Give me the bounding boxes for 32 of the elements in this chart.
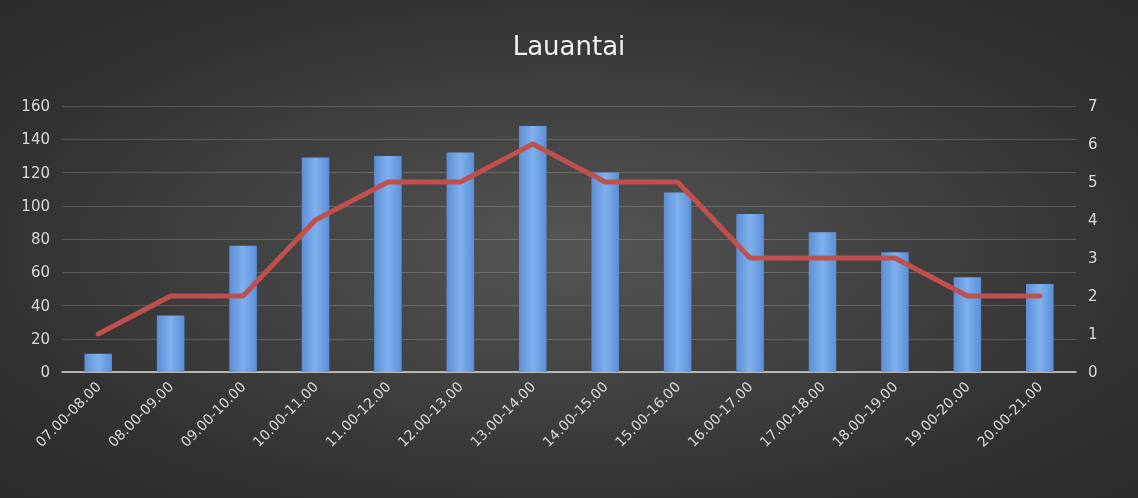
y2-tick-label: 5	[1088, 173, 1098, 191]
y-tick-label: 0	[40, 363, 50, 381]
bar	[953, 277, 982, 372]
bar	[736, 214, 764, 372]
y-tick-label: 60	[30, 263, 50, 282]
y2-tick-label: 4	[1088, 211, 1098, 229]
bar	[519, 125, 547, 372]
bar	[374, 155, 402, 372]
bar	[446, 152, 475, 372]
bar	[808, 232, 837, 372]
y2-tick-label: 7	[1088, 97, 1098, 115]
y2-tick-label: 6	[1088, 135, 1098, 153]
bar	[156, 315, 185, 372]
y-tick-label: 20	[30, 329, 50, 348]
y-tick-label: 160	[21, 97, 50, 115]
y-tick-label: 40	[30, 296, 50, 315]
y-tick-label: 100	[21, 196, 50, 215]
bar	[229, 245, 257, 372]
bar	[881, 252, 909, 372]
y2-tick-label: 3	[1088, 249, 1098, 267]
y2-tick-label: 2	[1088, 287, 1098, 305]
y-tick-label: 140	[21, 130, 50, 149]
y2-tick-label: 0	[1088, 363, 1098, 381]
y2-tick-label: 1	[1088, 325, 1098, 343]
y-tick-label: 80	[30, 230, 50, 248]
bar	[1026, 283, 1054, 372]
bar	[84, 353, 112, 372]
y-tick-label: 120	[21, 163, 50, 182]
chart-title: Lauantai	[512, 31, 626, 61]
bar	[301, 157, 330, 372]
bar	[591, 172, 619, 372]
bar	[663, 192, 692, 372]
